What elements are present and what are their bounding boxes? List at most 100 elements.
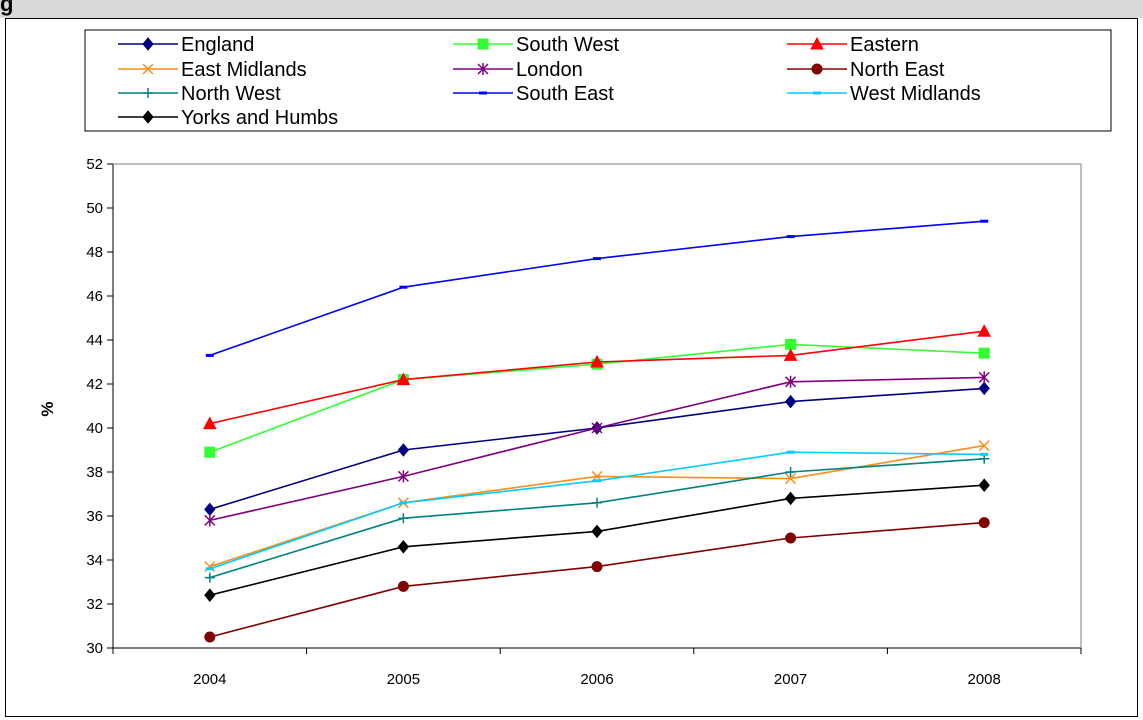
- legend-swatch-marker: [479, 91, 487, 95]
- data-point-west-midlands: [593, 479, 601, 483]
- series-line-west-midlands: [209, 451, 985, 570]
- y-tick-label: 32: [86, 596, 103, 613]
- data-point-eastern: [977, 324, 992, 337]
- data-point-london: [978, 371, 990, 384]
- y-tick-label: 40: [86, 420, 103, 437]
- legend-label: South West: [516, 34, 619, 56]
- series-line-england: [209, 387, 985, 511]
- y-tick-label: 46: [86, 288, 103, 305]
- data-point-london: [591, 422, 603, 434]
- legend-item-north-east: North East: [787, 59, 945, 81]
- legend: England South West Eastern East Midlands Lon…: [118, 34, 981, 129]
- series-line-eastern: [209, 330, 985, 425]
- legend-label: North East: [850, 59, 945, 81]
- data-point-south-east: [205, 353, 214, 357]
- legend-label: England: [181, 34, 254, 56]
- data-point-yorks-and-humbs: [591, 524, 603, 539]
- x-tick-label: 2005: [387, 671, 420, 688]
- series-group: [202, 219, 992, 643]
- data-point-north-west: [204, 572, 215, 583]
- data-point-north-east: [591, 561, 603, 573]
- data-point-yorks-and-humbs: [784, 491, 797, 506]
- data-point-england: [397, 443, 410, 457]
- legend-swatch-marker: [142, 110, 154, 124]
- legend-item-eastern: Eastern: [787, 34, 919, 56]
- data-point-west-midlands: [205, 567, 214, 571]
- data-point-eastern: [783, 348, 798, 361]
- y-tick-label: 34: [86, 552, 103, 569]
- legend-item-yorks-and-humbs: Yorks and Humbs: [118, 107, 338, 129]
- x-tick-label: 2008: [968, 671, 1001, 688]
- data-point-south-west: [785, 338, 797, 350]
- data-point-yorks-and-humbs: [397, 540, 410, 554]
- legend-swatch-marker: [813, 91, 821, 95]
- data-point-england: [978, 381, 990, 396]
- legend-item-south-west: South West: [453, 34, 619, 56]
- data-point-north-west: [785, 467, 796, 477]
- title-strip: g: [0, 0, 1143, 18]
- y-tick-label: 48: [86, 244, 103, 261]
- data-point-london: [785, 375, 797, 388]
- series-line-south-east: [209, 220, 985, 357]
- legend-item-england: England: [118, 34, 254, 56]
- legend-swatch-marker: [811, 63, 823, 75]
- axes: 30 32 34 36 38 40 42 44 46 48 50 52 2004 2005 2006 2007…: [86, 156, 1082, 688]
- legend-swatch-marker: [142, 37, 154, 51]
- legend-label: Yorks and Humbs: [181, 107, 338, 129]
- data-point-eastern: [396, 372, 411, 386]
- y-tick-label: 50: [86, 200, 103, 217]
- chart-frame: [5, 18, 1138, 717]
- series-london: [204, 371, 990, 527]
- legend-label: North West: [181, 83, 281, 105]
- legend-swatch-marker: [142, 63, 154, 75]
- series-south-east: [205, 219, 989, 357]
- data-point-west-midlands: [399, 501, 408, 505]
- data-point-north-east: [204, 631, 216, 643]
- data-point-east-midlands: [785, 473, 797, 485]
- legend-label: West Midlands: [850, 83, 981, 105]
- data-point-north-east: [785, 532, 797, 544]
- legend-item-south-east: South East: [453, 83, 614, 105]
- data-point-north-east: [978, 517, 990, 529]
- legend-swatch-marker: [477, 63, 489, 75]
- data-point-london: [397, 470, 409, 483]
- x-tick-label: 2006: [580, 671, 613, 688]
- legend-label: East Midlands: [181, 59, 307, 81]
- data-point-eastern: [202, 416, 217, 430]
- y-tick-label: 42: [86, 376, 103, 393]
- legend-item-london: London: [453, 59, 583, 81]
- chart-title: g: [0, 0, 14, 16]
- data-point-south-east: [399, 285, 408, 289]
- x-tick-label: 2004: [193, 671, 226, 688]
- legend-item-north-west: North West: [118, 83, 281, 105]
- data-point-eastern: [590, 354, 604, 368]
- legend-item-west-midlands: West Midlands: [787, 83, 981, 105]
- legend-label: Eastern: [850, 34, 919, 56]
- data-point-england: [784, 394, 797, 409]
- legend-swatch-marker: [810, 36, 824, 50]
- data-point-england: [204, 502, 216, 517]
- y-tick-label: 52: [86, 156, 103, 173]
- legend-item-east-midlands: East Midlands: [118, 59, 307, 81]
- y-tick-label: 38: [86, 464, 103, 481]
- data-point-london: [204, 514, 216, 527]
- data-point-east-midlands: [978, 440, 990, 452]
- legend-swatch-marker: [477, 38, 489, 50]
- data-point-south-west: [978, 347, 990, 359]
- data-point-south-east: [980, 219, 989, 223]
- data-point-north-east: [397, 580, 409, 592]
- data-point-north-west: [398, 513, 409, 524]
- data-point-south-east: [593, 257, 601, 261]
- series-line-north-east: [209, 521, 985, 638]
- data-point-yorks-and-humbs: [978, 478, 990, 492]
- series-eastern: [202, 324, 992, 430]
- series-yorks-and-humbs: [204, 478, 990, 602]
- y-tick-label: 44: [86, 332, 103, 349]
- legend-swatch-marker: [143, 88, 153, 98]
- data-point-west-midlands: [980, 452, 989, 456]
- legend-box: [84, 29, 1112, 132]
- y-tick-label: 30: [86, 640, 103, 657]
- data-point-south-east: [786, 235, 795, 239]
- y-tick-label: 36: [86, 508, 103, 525]
